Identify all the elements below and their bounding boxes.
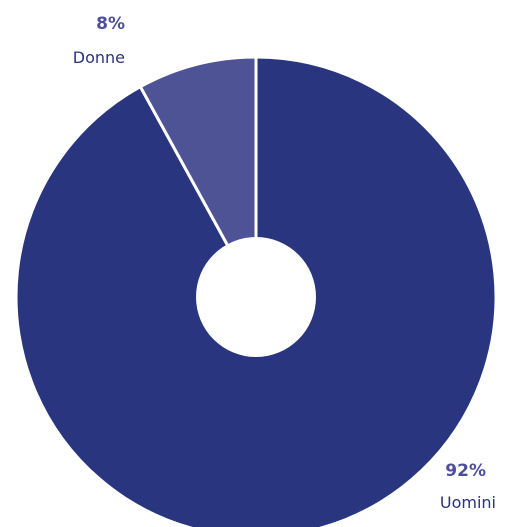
pie-slice-donne — [138, 55, 258, 298]
slices — [14, 55, 498, 527]
label-value-uomini: 92% — [445, 461, 486, 481]
pie-slice-uomini — [14, 55, 498, 527]
donut-hole — [196, 237, 316, 357]
label-category-donne: Donne — [73, 48, 125, 67]
label-category-uomini: Uomini — [440, 493, 496, 512]
label-value-donne: 8% — [96, 14, 125, 34]
